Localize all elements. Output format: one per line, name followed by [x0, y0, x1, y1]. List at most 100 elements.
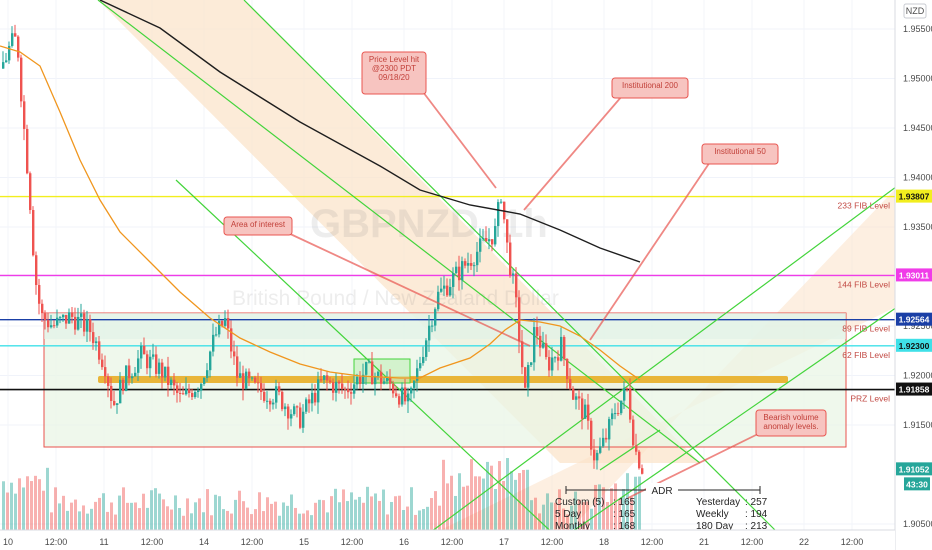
- volume-bar: [478, 476, 481, 530]
- candle-body: [101, 359, 104, 368]
- candle-body: [221, 321, 224, 326]
- candle-body: [638, 451, 641, 469]
- candle-body: [260, 383, 263, 392]
- institutional-200-line: [99, 0, 641, 263]
- volume-bar: [106, 511, 109, 530]
- candle-body: [155, 354, 158, 374]
- volume-bar: [422, 509, 425, 530]
- candle-body: [341, 383, 344, 389]
- candle-body: [224, 318, 227, 326]
- bearish-volume-callout: [755, 409, 827, 437]
- volume-bar: [638, 476, 641, 530]
- volume-bar: [86, 513, 89, 530]
- price-axis[interactable]: NZD 1.95500 1.95000 1.94500 1.94000 1.93500 1.…: [894, 0, 932, 550]
- volume-bar: [194, 502, 197, 530]
- candle-body: [539, 335, 542, 348]
- candle-body: [371, 361, 374, 385]
- candle-body: [35, 255, 38, 286]
- candle-body: [434, 309, 437, 326]
- candle-body: [272, 402, 275, 405]
- candle-body: [200, 383, 203, 391]
- price-level-hit-text: 09/18/20: [378, 73, 410, 82]
- volume-bar: [526, 469, 529, 530]
- adr-value: : 165: [613, 497, 636, 508]
- volume-bar: [602, 487, 605, 530]
- volume-bar: [434, 491, 437, 530]
- candle-body: [440, 288, 443, 292]
- candle-body: [401, 387, 404, 405]
- time-axis[interactable]: 10 12:00 11 12:00 14 12:00 15 12:00 16 12:00 17 12:…: [0, 529, 895, 550]
- volume-bar: [90, 508, 93, 530]
- candle-body: [215, 334, 218, 336]
- candle-body: [590, 420, 593, 450]
- area-of-interest-pointer: [285, 231, 531, 347]
- candle-body: [308, 399, 311, 404]
- candle-body: [128, 365, 131, 379]
- adr-value: : 194: [745, 509, 768, 520]
- candle-body: [602, 437, 605, 447]
- volume-bar: [594, 484, 597, 530]
- candle-body: [332, 382, 335, 393]
- price-tick: 1.90500: [903, 519, 932, 529]
- candle-body: [491, 239, 494, 245]
- candle-body: [146, 354, 149, 369]
- candle-body: [380, 371, 383, 384]
- volume-bar: [566, 514, 569, 530]
- volume-bars: [2, 458, 641, 530]
- candle-body: [110, 385, 113, 401]
- volume-bar: [202, 512, 205, 530]
- volume-bar: [458, 473, 461, 530]
- volume-bar: [378, 500, 381, 530]
- candle-body: [77, 316, 80, 330]
- candle-body: [626, 388, 629, 390]
- volume-bar: [502, 481, 505, 530]
- volume-bar: [534, 497, 537, 530]
- volume-bar: [406, 506, 409, 530]
- volume-bar: [446, 483, 449, 530]
- volume-bar: [598, 484, 601, 530]
- candle-body: [536, 327, 539, 336]
- volume-bar: [254, 509, 257, 530]
- fib-level-label: 233 FIB Level: [838, 201, 891, 211]
- candle-body: [281, 391, 284, 410]
- volume-bar: [622, 489, 625, 530]
- candle-body: [188, 389, 191, 394]
- volume-bar: [614, 483, 617, 530]
- volume-bar: [66, 510, 69, 530]
- time-tick: 12:00: [741, 537, 764, 547]
- adr-title: ADR: [651, 486, 672, 497]
- candle-body: [209, 351, 212, 371]
- volume-bar: [550, 502, 553, 530]
- level-price-tag-text: 1.93807: [899, 192, 930, 202]
- candle-body: [554, 357, 557, 359]
- time-tick: 16: [399, 537, 409, 547]
- volume-bar: [114, 514, 117, 530]
- candle-body: [551, 357, 554, 371]
- candle-body: [566, 358, 569, 380]
- candle-body: [89, 319, 92, 333]
- upper-range-band: [44, 313, 846, 339]
- volume-bar: [170, 509, 173, 530]
- candles: [2, 24, 644, 475]
- candle-body: [368, 361, 371, 363]
- candle-body: [158, 362, 161, 374]
- candle-body: [395, 393, 398, 397]
- volume-bar: [234, 499, 237, 530]
- candle-body: [476, 251, 479, 266]
- time-tick: 12:00: [841, 537, 864, 547]
- volume-bar: [102, 493, 105, 530]
- candle-body: [347, 388, 350, 393]
- volume-bar: [522, 469, 525, 530]
- candle-body: [164, 366, 167, 378]
- candle-body: [599, 446, 602, 453]
- candle-body: [398, 396, 401, 405]
- candle-body: [530, 362, 533, 366]
- candle-body: [284, 406, 287, 410]
- candle-body: [323, 375, 326, 380]
- volume-bar: [30, 481, 33, 530]
- volume-bar: [578, 499, 581, 530]
- candle-body: [392, 383, 395, 394]
- candle-body: [5, 60, 8, 63]
